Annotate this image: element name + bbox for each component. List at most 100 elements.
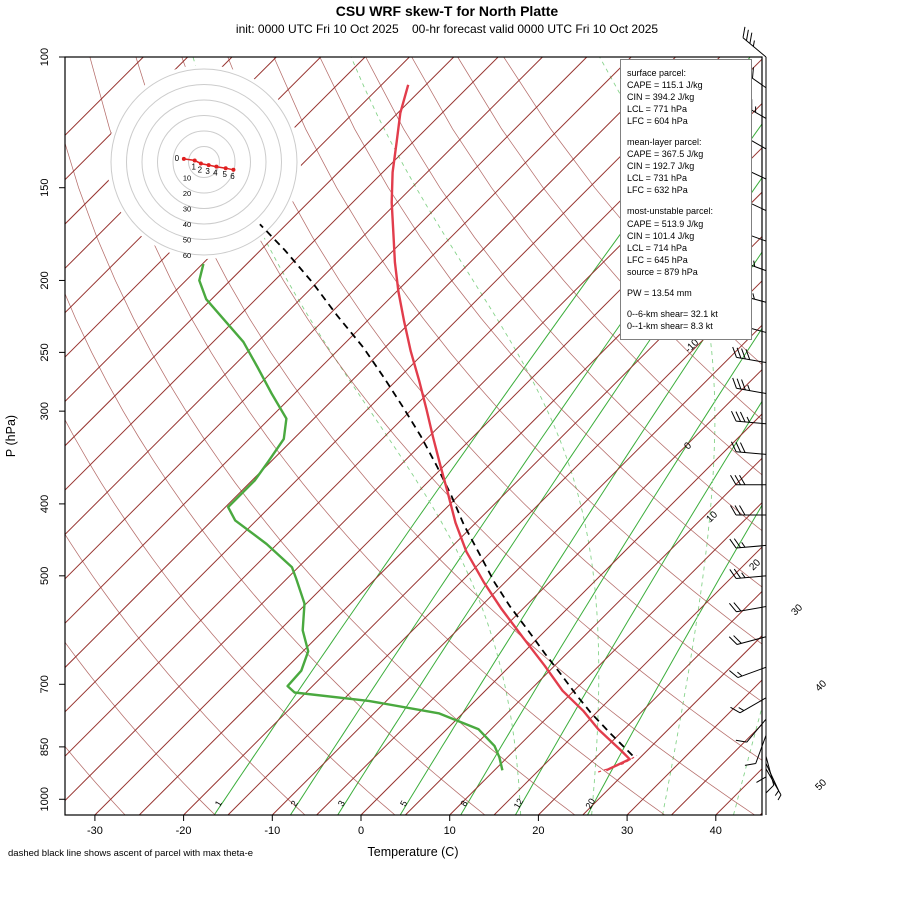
isotherm-label: 40 (813, 678, 829, 694)
temp-tick-label: -10 (264, 825, 280, 837)
isotherm-line (65, 57, 499, 491)
hodograph-point (223, 166, 228, 171)
barb-full (734, 475, 741, 486)
info-line: LFC = 645 hPa (627, 254, 688, 265)
hodograph-point (181, 156, 186, 161)
temp-tick-label: 20 (532, 825, 544, 837)
hodograph-ring (126, 84, 282, 240)
isotherm-line (538, 590, 762, 815)
mixing-ratio-line (587, 504, 762, 815)
barb-full (739, 411, 746, 423)
info-line: LCL = 714 hPa (627, 242, 687, 253)
dry-adiabat-line (65, 745, 126, 815)
barb-full (735, 441, 742, 453)
barb-staff (739, 697, 767, 714)
temp-tick-label: 10 (444, 825, 456, 837)
barb-staff (736, 420, 767, 425)
barb-full (741, 379, 746, 391)
barb-full (749, 32, 753, 44)
hodograph-km-label: 5 (222, 170, 227, 179)
barb-full (730, 475, 737, 486)
barb-staff (742, 37, 767, 58)
dry-adiabat-line (65, 141, 576, 815)
barb-full (742, 26, 746, 38)
pressure-tick-label: 500 (39, 567, 51, 585)
hodograph-km-label: 0 (175, 154, 180, 163)
barb-half (752, 40, 755, 47)
isotherm-label: 30 (789, 602, 805, 618)
barb-full (733, 602, 742, 612)
barb-full (732, 346, 737, 358)
info-block: 0--6-km shear= 32.1 kt 0--1-km shear= 8.3… (627, 308, 745, 332)
info-line: most-unstable parcel: (627, 206, 714, 217)
hodograph-km-label: 3 (205, 167, 210, 176)
hodograph-ring (172, 130, 236, 194)
info-line: mean-layer parcel: (627, 137, 702, 148)
dry-adiabat-line (65, 533, 306, 815)
temperature-curve (390, 84, 631, 772)
info-line: CAPE = 513.9 J/kg (627, 218, 704, 229)
isotherm-line (65, 57, 455, 447)
info-line: 0--6-km shear= 32.1 kt (627, 308, 718, 319)
isotherm-line (271, 324, 762, 815)
barb-staff (755, 735, 767, 764)
dry-adiabat-line (457, 57, 762, 421)
dry-adiabat-line (181, 57, 762, 761)
barb-full (741, 348, 746, 360)
barb-full (739, 475, 746, 486)
hodograph-ring (157, 115, 251, 209)
hodograph-point (214, 164, 219, 169)
hodograph: 10 20 30 40 50 60 0 1 2 3 4 5 6 (107, 65, 301, 260)
isotherm-line (183, 235, 762, 815)
hodograph-point (231, 167, 236, 172)
barb-full (736, 347, 742, 359)
barb-half (746, 416, 751, 423)
isotherm-line (360, 413, 762, 815)
hodograph-ring-label: 60 (183, 251, 191, 260)
isotherm-line (65, 57, 676, 669)
barb-full (744, 762, 756, 766)
background-lines (65, 57, 762, 815)
dry-adiabat-line (65, 641, 216, 815)
isotherm-label: 10 (704, 509, 720, 525)
barb-full (730, 505, 737, 516)
mixing-ratio-label: 20 (584, 797, 598, 811)
hodograph-ring (110, 68, 298, 256)
isotherm-line (449, 501, 762, 815)
dry-adiabat-line (89, 57, 666, 815)
hodograph-ring-label: 10 (183, 174, 191, 183)
hodograph-km-label: 4 (213, 169, 218, 178)
mixing-ratio-line (514, 400, 762, 815)
barb-staff (736, 575, 767, 579)
info-line: LCL = 731 hPa (627, 173, 687, 184)
pressure-tick-label: 150 (39, 179, 51, 197)
barb-half (741, 572, 746, 578)
barb-half (741, 542, 746, 548)
moist-adiabat-line (733, 705, 762, 815)
mixing-ratio-label: 5 (398, 799, 409, 808)
hodograph-ring-label: 50 (183, 236, 191, 245)
barb-staff (736, 356, 767, 364)
barb-staff (737, 666, 767, 679)
isotherm-line (759, 812, 762, 815)
barb-full (765, 784, 775, 794)
pressure-tick-label: 850 (39, 738, 51, 756)
info-block: mean-layer parcel: CAPE = 367.5 J/kg CIN =… (627, 136, 745, 196)
pressure-tick-label: 400 (39, 495, 51, 513)
hodograph-point (192, 158, 197, 163)
barb-full (735, 739, 747, 743)
mixing-ratio-label: 8 (458, 799, 469, 808)
isotherm-line (493, 546, 762, 815)
info-block: PW = 13.54 mm (627, 287, 745, 299)
isotherm-line (404, 457, 762, 815)
info-block: surface parcel: CAPE = 115.1 J/kg CIN = 39… (627, 67, 745, 127)
pressure-tick-label: 300 (39, 402, 51, 420)
isotherm-line (582, 635, 762, 815)
barb-full (729, 569, 737, 579)
barb-full (751, 67, 754, 79)
pressure-tick-label: 200 (39, 271, 51, 289)
temp-tick-label: -20 (176, 825, 192, 837)
barb-half (747, 384, 751, 391)
barb-staff (765, 768, 782, 796)
